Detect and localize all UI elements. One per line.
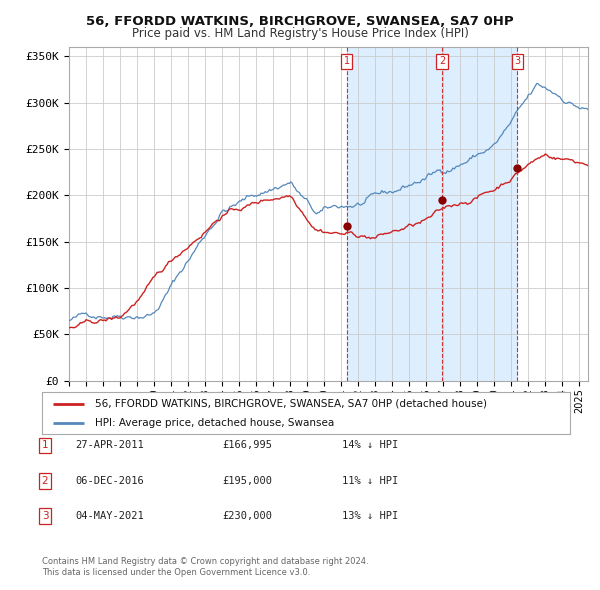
Text: 1: 1 xyxy=(41,441,49,450)
Text: £230,000: £230,000 xyxy=(222,512,272,521)
Text: 2: 2 xyxy=(41,476,49,486)
Text: 2: 2 xyxy=(439,56,445,66)
Text: Contains HM Land Registry data © Crown copyright and database right 2024.: Contains HM Land Registry data © Crown c… xyxy=(42,558,368,566)
Text: 06-DEC-2016: 06-DEC-2016 xyxy=(75,476,144,486)
Text: 14% ↓ HPI: 14% ↓ HPI xyxy=(342,441,398,450)
Text: Price paid vs. HM Land Registry's House Price Index (HPI): Price paid vs. HM Land Registry's House … xyxy=(131,27,469,40)
Text: 11% ↓ HPI: 11% ↓ HPI xyxy=(342,476,398,486)
Text: £166,995: £166,995 xyxy=(222,441,272,450)
Text: 3: 3 xyxy=(41,512,49,521)
Text: £195,000: £195,000 xyxy=(222,476,272,486)
Text: 27-APR-2011: 27-APR-2011 xyxy=(75,441,144,450)
Text: This data is licensed under the Open Government Licence v3.0.: This data is licensed under the Open Gov… xyxy=(42,568,310,577)
Text: 56, FFORDD WATKINS, BIRCHGROVE, SWANSEA, SA7 0HP (detached house): 56, FFORDD WATKINS, BIRCHGROVE, SWANSEA,… xyxy=(95,398,487,408)
Bar xyxy=(347,47,517,381)
Text: 56, FFORDD WATKINS, BIRCHGROVE, SWANSEA, SA7 0HP: 56, FFORDD WATKINS, BIRCHGROVE, SWANSEA,… xyxy=(86,15,514,28)
Text: HPI: Average price, detached house, Swansea: HPI: Average price, detached house, Swan… xyxy=(95,418,334,428)
Text: 04-MAY-2021: 04-MAY-2021 xyxy=(75,512,144,521)
Text: 1: 1 xyxy=(344,56,350,66)
Text: 3: 3 xyxy=(514,56,520,66)
Text: 13% ↓ HPI: 13% ↓ HPI xyxy=(342,512,398,521)
